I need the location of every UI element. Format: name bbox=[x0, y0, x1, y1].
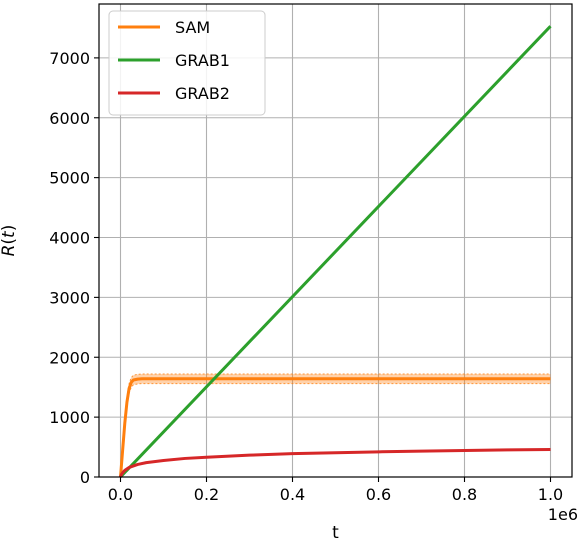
y-axis: 0 1000 2000 3000 4000 5000 6000 7000 bbox=[49, 49, 99, 487]
legend-label-sam: SAM bbox=[175, 18, 210, 37]
y-tick-label: 6000 bbox=[49, 109, 90, 128]
y-tick-label: 4000 bbox=[49, 229, 90, 248]
series-lines bbox=[119, 25, 552, 479]
y-tick-label: 0 bbox=[80, 468, 90, 487]
y-axis-label: R(t) bbox=[0, 225, 19, 257]
legend-label-grab2: GRAB2 bbox=[175, 84, 230, 103]
x-tick-label: 0.0 bbox=[108, 485, 133, 504]
x-axis: 0.0 0.2 0.4 0.6 0.8 1.0 bbox=[108, 477, 563, 504]
y-tick-label: 3000 bbox=[49, 288, 90, 307]
sam-confidence-band bbox=[120, 374, 551, 477]
grab1-line bbox=[119, 25, 552, 479]
x-tick-label: 0.2 bbox=[194, 485, 219, 504]
legend-label-grab1: GRAB1 bbox=[175, 51, 230, 70]
y-tick-label: 5000 bbox=[49, 169, 90, 188]
legend: SAM GRAB1 GRAB2 bbox=[108, 10, 266, 116]
y-tick-label: 7000 bbox=[49, 49, 90, 68]
x-tick-label: 1.0 bbox=[538, 485, 563, 504]
x-tick-label: 0.4 bbox=[280, 485, 305, 504]
grab2-line bbox=[119, 447, 551, 478]
x-axis-offset-label: 1e6 bbox=[548, 505, 578, 524]
legend-box bbox=[108, 10, 266, 116]
x-axis-label: t bbox=[332, 523, 339, 543]
y-tick-label: 2000 bbox=[49, 348, 90, 367]
sam-band-lower bbox=[120, 383, 551, 478]
y-tick-label: 1000 bbox=[49, 408, 90, 427]
grid bbox=[99, 4, 572, 478]
confidence-bands bbox=[120, 373, 551, 478]
x-tick-label: 0.6 bbox=[366, 485, 391, 504]
sam-line bbox=[119, 377, 551, 478]
x-tick-label: 0.8 bbox=[452, 485, 477, 504]
plot-frame bbox=[98, 3, 573, 478]
